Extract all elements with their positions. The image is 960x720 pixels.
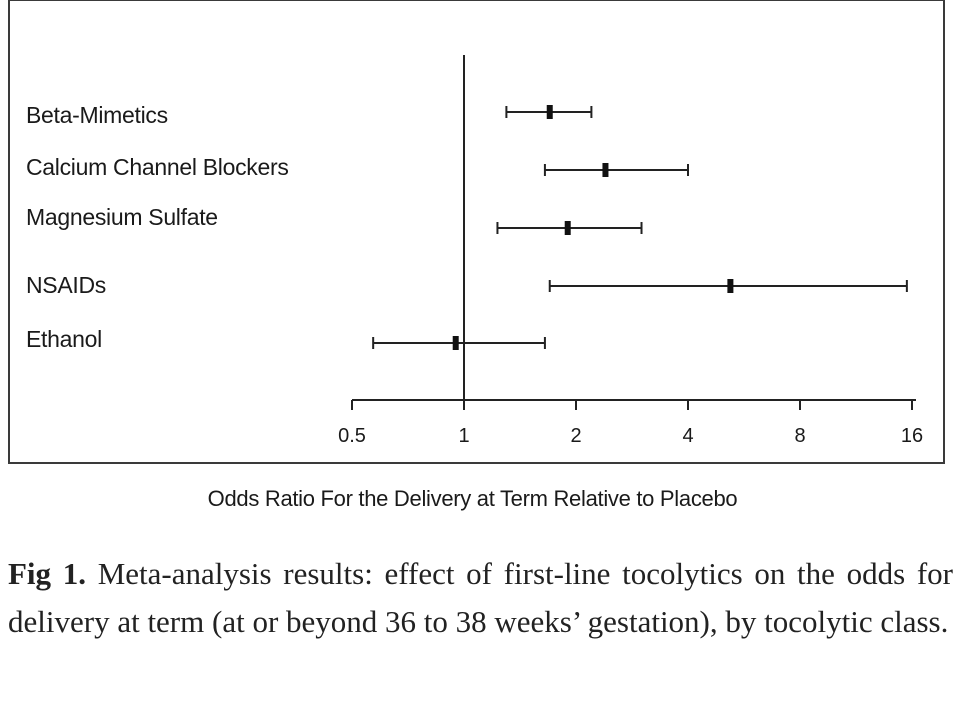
caption-fig-label: Fig 1.: [8, 556, 86, 591]
x-tick-label: 2: [570, 425, 581, 447]
x-axis-label: Odds Ratio For the Delivery at Term Rela…: [207, 486, 738, 511]
x-tick-label: 4: [682, 425, 693, 447]
figure-caption: Fig 1. Meta-analysis results: effect of …: [8, 550, 953, 646]
forest-plot: 0.5 1 2 4 8 16 Beta-Mimetics Calcium Channel Bl…: [26, 55, 923, 447]
point-estimate: [452, 336, 459, 350]
row-label: Beta-Mimetics: [26, 102, 168, 128]
row-label: NSAIDs: [26, 272, 106, 298]
x-tick-label: 8: [794, 425, 805, 447]
point-estimate: [546, 105, 553, 119]
row-label: Calcium Channel Blockers: [26, 154, 289, 180]
point-estimate: [602, 163, 609, 177]
point-estimate: [564, 221, 571, 235]
x-tick-label: 1: [458, 425, 469, 447]
point-estimate: [727, 279, 734, 293]
row-label: Ethanol: [26, 326, 102, 352]
caption-text: Meta-analysis results: effect of first-l…: [8, 556, 953, 639]
x-tick-label: 16: [901, 425, 923, 447]
chart-frame: [8, 0, 945, 464]
row-label: Magnesium Sulfate: [26, 204, 218, 230]
x-tick-label: 0.5: [338, 425, 366, 447]
